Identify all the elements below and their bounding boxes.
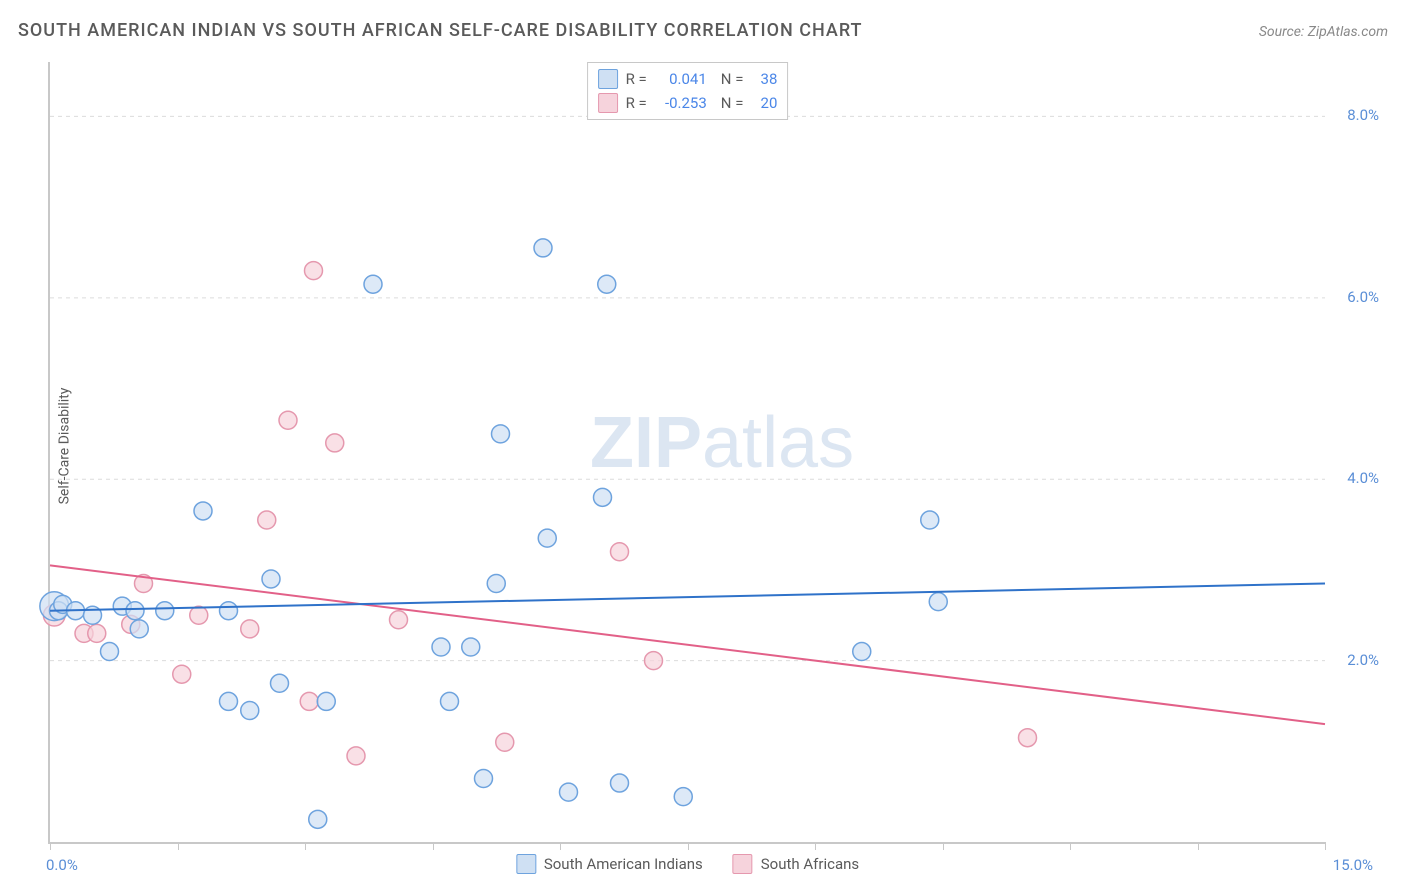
y-tick-label: 8.0% [1347, 106, 1379, 124]
bottom-legend: South American Indians South Africans [516, 854, 859, 874]
pink-point [390, 611, 408, 629]
source-label: Source: ZipAtlas.com [1259, 24, 1388, 40]
x-tick [943, 842, 944, 850]
blue-point [492, 425, 510, 443]
blue-point [560, 783, 578, 801]
blue-point [921, 511, 939, 529]
pink-point [645, 652, 663, 670]
pink-point [496, 733, 514, 751]
blue-point [262, 570, 280, 588]
y-tick-label: 4.0% [1347, 469, 1379, 487]
y-tick-label: 6.0% [1347, 288, 1379, 306]
x-tick [815, 842, 816, 850]
x-tick [1198, 842, 1199, 850]
x-tick [688, 842, 689, 850]
blue-point [156, 602, 174, 620]
chart-svg [50, 62, 1325, 842]
blue-point [534, 239, 552, 257]
legend-item-pink: South Africans [733, 854, 859, 874]
stats-row-blue: R = 0.041 N = 38 [598, 67, 778, 91]
blue-point [487, 575, 505, 593]
stats-row-pink: R = -0.253 N = 20 [598, 91, 778, 115]
pink-point [88, 624, 106, 642]
blue-point [538, 529, 556, 547]
pink-point [305, 262, 323, 280]
pink-point [173, 665, 191, 683]
blue-point [475, 770, 493, 788]
x-min-label: 0.0% [46, 856, 78, 874]
blue-point [364, 275, 382, 293]
blue-point [598, 275, 616, 293]
legend-label-blue: South American Indians [544, 855, 703, 873]
blue-point [611, 774, 629, 792]
pink-trend-line [50, 565, 1325, 724]
blue-point [317, 692, 335, 710]
blue-point [853, 643, 871, 661]
blue-point [674, 788, 692, 806]
legend-item-blue: South American Indians [516, 854, 703, 874]
x-tick [560, 842, 561, 850]
stats-box: R = 0.041 N = 38 R = -0.253 N = 20 [587, 62, 789, 120]
x-max-label: 15.0% [1333, 856, 1373, 874]
pink-point [300, 692, 318, 710]
x-tick [1070, 842, 1071, 850]
y-tick-label: 2.0% [1347, 651, 1379, 669]
blue-point [462, 638, 480, 656]
blue-point [441, 692, 459, 710]
pink-point [326, 434, 344, 452]
chart-title: SOUTH AMERICAN INDIAN VS SOUTH AFRICAN S… [18, 20, 863, 41]
pink-point [241, 620, 259, 638]
plot-area: ZIPatlas 2.0%4.0%6.0%8.0% 0.0% 15.0% R =… [48, 62, 1325, 844]
x-tick [1325, 842, 1326, 850]
blue-point [309, 810, 327, 828]
blue-point [432, 638, 450, 656]
x-tick [433, 842, 434, 850]
x-tick [305, 842, 306, 850]
blue-point [130, 620, 148, 638]
x-tick [178, 842, 179, 850]
legend-swatch-pink-icon [733, 854, 753, 874]
pink-point [190, 606, 208, 624]
blue-point [929, 593, 947, 611]
pink-point [258, 511, 276, 529]
blue-point [594, 488, 612, 506]
pink-point [279, 411, 297, 429]
blue-point [271, 674, 289, 692]
blue-point [241, 701, 259, 719]
blue-point [220, 602, 238, 620]
legend-label-pink: South Africans [761, 855, 859, 873]
x-tick [50, 842, 51, 850]
pink-point [611, 543, 629, 561]
pink-point [347, 747, 365, 765]
blue-point [126, 602, 144, 620]
swatch-pink-icon [598, 93, 618, 113]
blue-point [194, 502, 212, 520]
pink-point [1019, 729, 1037, 747]
blue-trend-line [50, 584, 1325, 611]
swatch-blue-icon [598, 69, 618, 89]
blue-point [101, 643, 119, 661]
blue-point [220, 692, 238, 710]
legend-swatch-blue-icon [516, 854, 536, 874]
